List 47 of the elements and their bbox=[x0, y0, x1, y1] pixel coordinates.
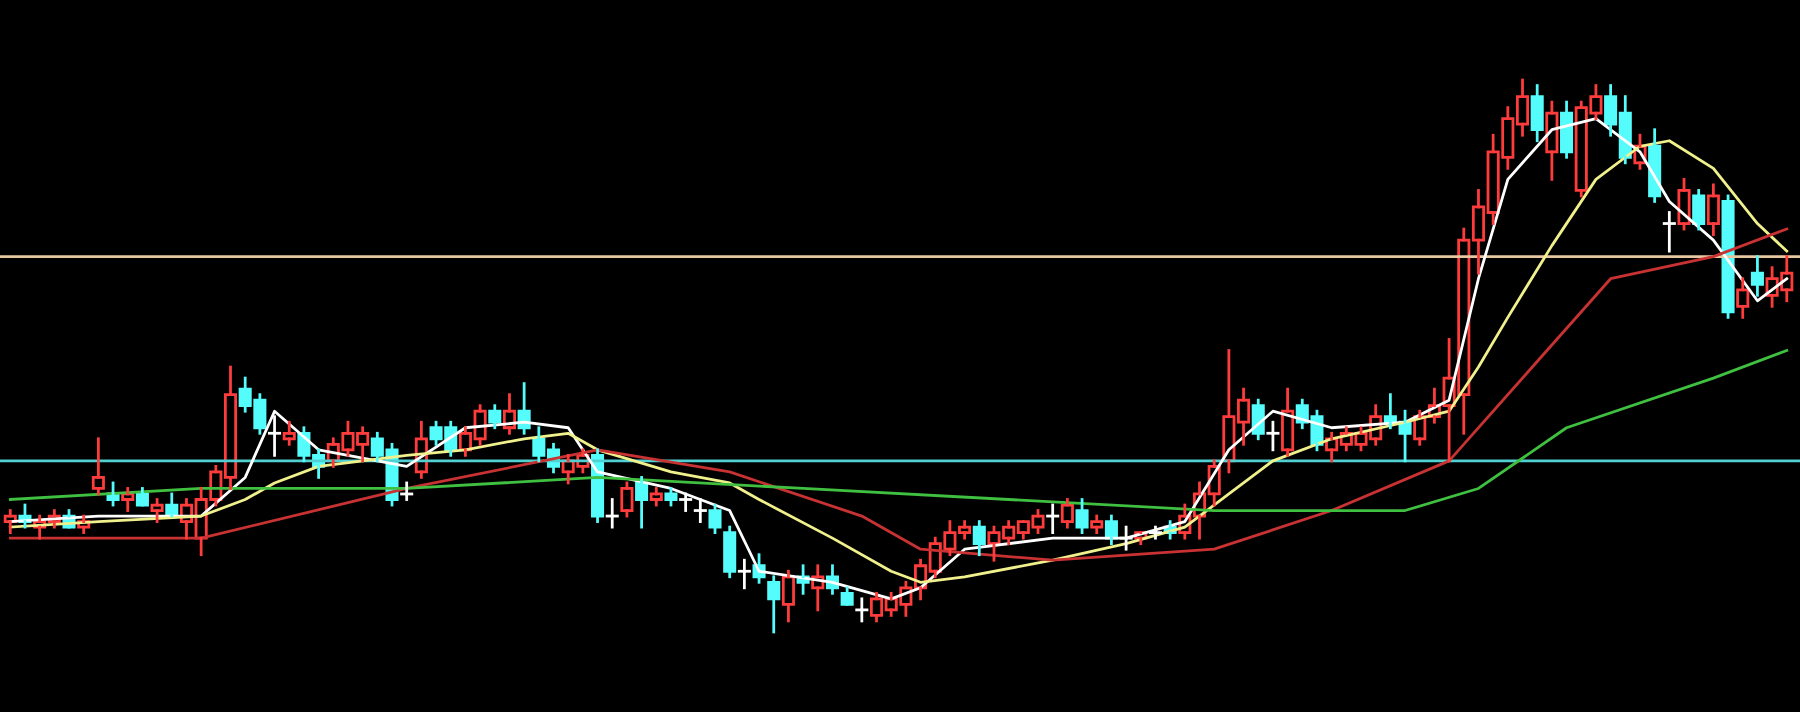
candlestick bbox=[150, 498, 164, 523]
candlestick bbox=[1530, 84, 1544, 143]
candlestick bbox=[3, 509, 17, 535]
candlestick bbox=[414, 420, 428, 479]
candlestick bbox=[840, 586, 854, 606]
candlestick bbox=[1075, 498, 1089, 535]
candlestick bbox=[1721, 194, 1735, 319]
candlestick bbox=[91, 437, 105, 496]
candlestick bbox=[1633, 133, 1647, 170]
candlestick bbox=[767, 575, 781, 634]
candlestick bbox=[1134, 531, 1148, 546]
candlestick bbox=[1706, 183, 1720, 236]
candlestick bbox=[620, 481, 634, 518]
candlestick bbox=[135, 487, 149, 507]
candlestick bbox=[502, 393, 516, 435]
candlestick bbox=[781, 569, 795, 623]
candlestick bbox=[1692, 189, 1706, 231]
candlestick bbox=[693, 498, 707, 523]
candlestick bbox=[1545, 100, 1559, 181]
candlestick bbox=[1413, 409, 1427, 446]
candlestick bbox=[1060, 498, 1074, 529]
candlestick bbox=[488, 404, 502, 430]
candlestick bbox=[1148, 525, 1162, 540]
candlestick bbox=[855, 597, 869, 623]
candlestick bbox=[1662, 211, 1676, 253]
candlestick bbox=[664, 487, 678, 507]
candlestick bbox=[1281, 387, 1295, 457]
candlestick bbox=[400, 481, 414, 501]
candlestick bbox=[811, 564, 825, 612]
candlestick bbox=[1090, 514, 1104, 535]
candlestick bbox=[1677, 177, 1691, 231]
candlestick bbox=[1736, 277, 1750, 319]
candlestick bbox=[737, 558, 751, 590]
candlestick bbox=[723, 525, 737, 579]
candlestick bbox=[1560, 100, 1574, 159]
candlestick bbox=[972, 520, 986, 557]
candlestick bbox=[268, 415, 282, 457]
candlestick bbox=[708, 503, 722, 535]
candlestick bbox=[121, 487, 135, 512]
candlestick bbox=[1750, 255, 1764, 297]
candlestick bbox=[605, 498, 619, 529]
candlestick bbox=[282, 420, 296, 446]
candlestick bbox=[649, 487, 663, 507]
candlestick bbox=[1046, 503, 1060, 535]
candlestick bbox=[165, 492, 179, 518]
candlestick bbox=[77, 514, 91, 535]
candlestick bbox=[679, 492, 693, 512]
